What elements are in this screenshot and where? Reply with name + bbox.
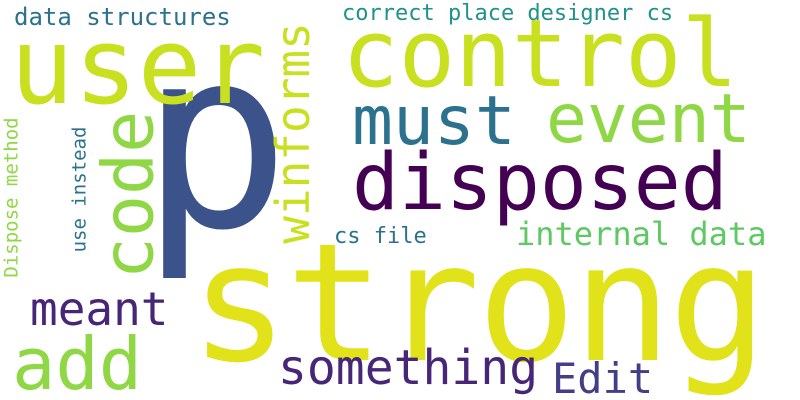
word-add: add — [12, 322, 143, 400]
word-internal-data: internal data — [516, 215, 767, 253]
word-disposed: disposed — [352, 138, 728, 228]
word-cs-file: cs file — [334, 224, 427, 249]
word-meant: meant — [30, 282, 169, 336]
word-correct-place-designer-cs: correct place designer cs — [342, 1, 674, 26]
word-data-structures: data structures — [14, 3, 231, 31]
word-must: must — [352, 82, 516, 161]
word-something: something — [278, 340, 539, 396]
word-dispose-method: Dispose method — [0, 117, 23, 278]
word-event: event — [546, 80, 751, 159]
word-code: code — [87, 110, 170, 280]
word-control: control — [342, 0, 739, 109]
word-use-instead: use instead — [68, 126, 91, 253]
word-p: p — [140, 0, 291, 285]
word-user: user — [10, 5, 266, 128]
word-strong: strong — [190, 208, 767, 399]
word-edit: Edit — [552, 354, 654, 400]
word-winforms: winforms — [265, 22, 320, 244]
